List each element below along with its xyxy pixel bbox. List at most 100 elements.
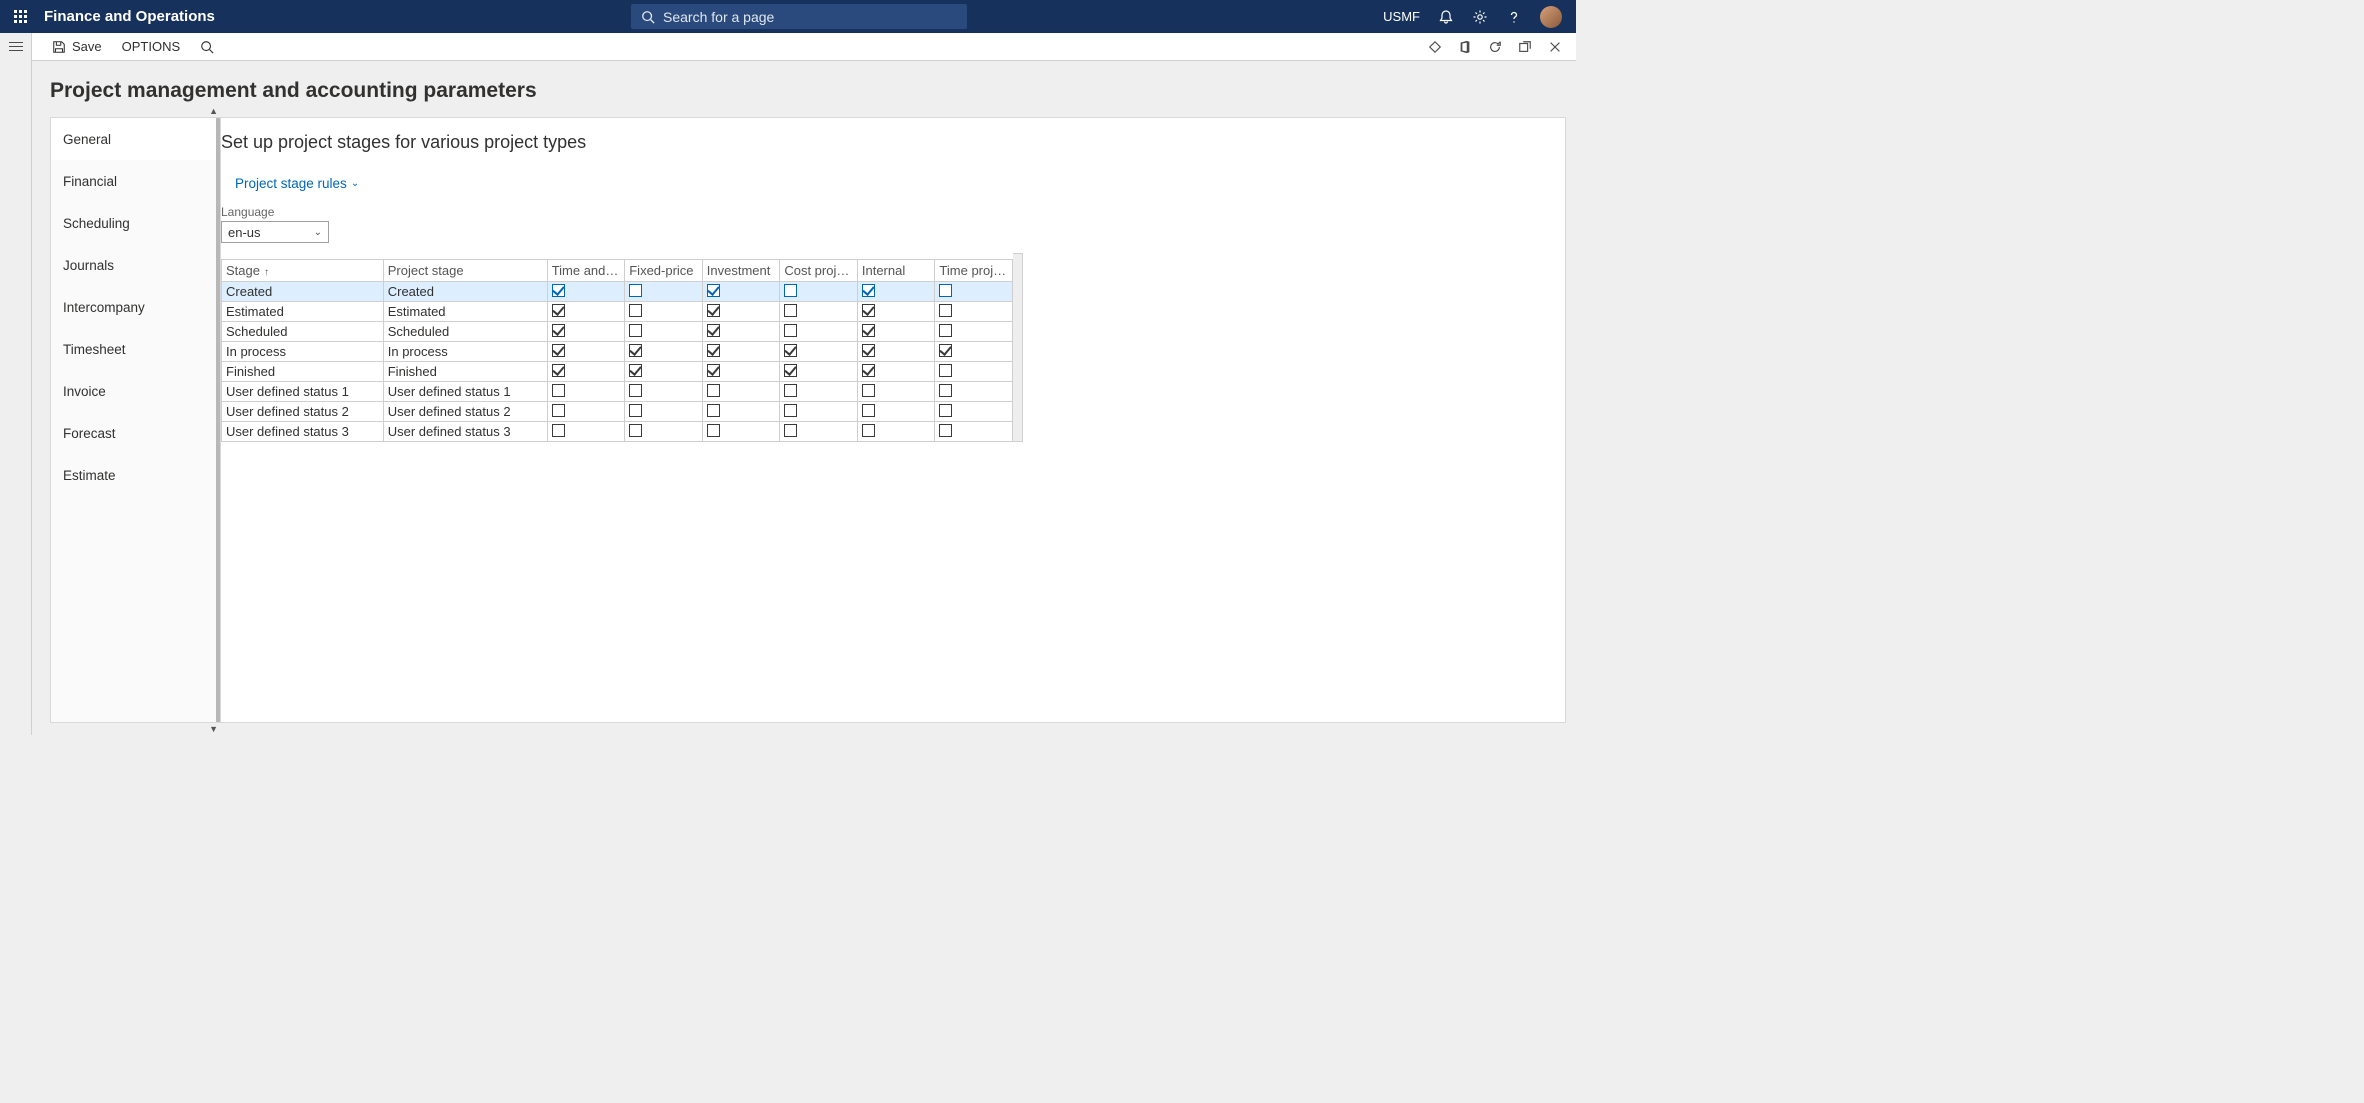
grid-header[interactable]: Investment (702, 260, 780, 282)
hamburger-icon[interactable] (9, 39, 23, 735)
checkbox[interactable] (629, 424, 642, 437)
stage-cell[interactable]: Created (222, 282, 384, 302)
checkbox-cell[interactable] (935, 322, 1013, 342)
gear-icon[interactable] (1472, 9, 1488, 25)
checkbox-cell[interactable] (935, 362, 1013, 382)
checkbox-cell[interactable] (857, 362, 935, 382)
checkbox[interactable] (862, 384, 875, 397)
checkbox-cell[interactable] (935, 302, 1013, 322)
checkbox-cell[interactable] (780, 302, 858, 322)
checkbox-cell[interactable] (625, 382, 703, 402)
global-search-input[interactable] (663, 9, 957, 25)
checkbox-cell[interactable] (702, 382, 780, 402)
checkbox-cell[interactable] (625, 362, 703, 382)
grid-header[interactable]: Project stage (383, 260, 547, 282)
checkbox-cell[interactable] (857, 382, 935, 402)
grid-header[interactable]: Fixed-price (625, 260, 703, 282)
checkbox[interactable] (862, 284, 875, 297)
grid-header[interactable]: Cost project (780, 260, 858, 282)
checkbox[interactable] (784, 364, 797, 377)
checkbox-cell[interactable] (935, 282, 1013, 302)
checkbox-cell[interactable] (702, 322, 780, 342)
checkbox-cell[interactable] (935, 422, 1013, 442)
table-row[interactable]: CreatedCreated (222, 282, 1013, 302)
checkbox[interactable] (707, 404, 720, 417)
sidenav-scroll-down[interactable]: ▼ (209, 724, 218, 734)
popout-icon[interactable] (1518, 40, 1532, 54)
checkbox[interactable] (939, 304, 952, 317)
legal-entity[interactable]: USMF (1383, 9, 1420, 24)
checkbox-cell[interactable] (702, 362, 780, 382)
checkbox[interactable] (629, 304, 642, 317)
checkbox[interactable] (629, 404, 642, 417)
options-button[interactable]: OPTIONS (112, 39, 191, 54)
checkbox[interactable] (862, 344, 875, 357)
find-button[interactable] (190, 40, 224, 54)
stage-cell[interactable]: Finished (222, 362, 384, 382)
checkbox-cell[interactable] (547, 402, 625, 422)
checkbox-cell[interactable] (625, 302, 703, 322)
checkbox[interactable] (707, 324, 720, 337)
checkbox-cell[interactable] (547, 282, 625, 302)
checkbox-cell[interactable] (780, 362, 858, 382)
stage-cell[interactable]: Estimated (222, 302, 384, 322)
checkbox-cell[interactable] (625, 402, 703, 422)
project-stage-cell[interactable]: User defined status 2 (383, 402, 547, 422)
checkbox[interactable] (707, 284, 720, 297)
project-stage-cell[interactable]: Scheduled (383, 322, 547, 342)
checkbox[interactable] (784, 284, 797, 297)
project-stage-cell[interactable]: In process (383, 342, 547, 362)
checkbox-cell[interactable] (857, 302, 935, 322)
checkbox-cell[interactable] (935, 342, 1013, 362)
checkbox[interactable] (552, 324, 565, 337)
checkbox[interactable] (939, 344, 952, 357)
checkbox-cell[interactable] (547, 322, 625, 342)
checkbox[interactable] (939, 424, 952, 437)
checkbox[interactable] (707, 304, 720, 317)
sidenav-item-general[interactable]: General (51, 118, 216, 160)
project-stage-cell[interactable]: User defined status 3 (383, 422, 547, 442)
grid-header[interactable]: Time and materi... (547, 260, 625, 282)
checkbox[interactable] (629, 324, 642, 337)
help-icon[interactable] (1506, 9, 1522, 25)
checkbox[interactable] (862, 424, 875, 437)
sidenav-item-forecast[interactable]: Forecast (51, 412, 216, 454)
checkbox[interactable] (707, 344, 720, 357)
checkbox-cell[interactable] (547, 382, 625, 402)
office-icon[interactable] (1458, 40, 1472, 54)
checkbox-cell[interactable] (857, 282, 935, 302)
project-stage-rules-link[interactable]: Project stage rules ⌄ (235, 176, 359, 191)
grid-header[interactable]: Time project (935, 260, 1013, 282)
checkbox-cell[interactable] (547, 422, 625, 442)
language-select[interactable]: en-us ⌄ (221, 221, 329, 243)
checkbox[interactable] (939, 384, 952, 397)
grid-header[interactable]: Internal (857, 260, 935, 282)
checkbox-cell[interactable] (935, 382, 1013, 402)
checkbox-cell[interactable] (857, 322, 935, 342)
checkbox-cell[interactable] (702, 402, 780, 422)
stage-cell[interactable]: User defined status 3 (222, 422, 384, 442)
checkbox[interactable] (784, 324, 797, 337)
sidenav-item-invoice[interactable]: Invoice (51, 370, 216, 412)
checkbox-cell[interactable] (702, 422, 780, 442)
save-button[interactable]: Save (42, 39, 112, 54)
table-row[interactable]: User defined status 3User defined status… (222, 422, 1013, 442)
checkbox[interactable] (784, 344, 797, 357)
checkbox[interactable] (784, 404, 797, 417)
checkbox[interactable] (862, 324, 875, 337)
sidenav-item-estimate[interactable]: Estimate (51, 454, 216, 496)
stage-cell[interactable]: Scheduled (222, 322, 384, 342)
checkbox[interactable] (784, 424, 797, 437)
checkbox-cell[interactable] (857, 342, 935, 362)
checkbox-cell[interactable] (935, 402, 1013, 422)
table-row[interactable]: In processIn process (222, 342, 1013, 362)
checkbox[interactable] (784, 384, 797, 397)
stage-cell[interactable]: User defined status 2 (222, 402, 384, 422)
bell-icon[interactable] (1438, 9, 1454, 25)
checkbox-cell[interactable] (547, 362, 625, 382)
app-launcher-icon[interactable] (8, 5, 32, 29)
checkbox[interactable] (552, 304, 565, 317)
checkbox[interactable] (862, 304, 875, 317)
checkbox-cell[interactable] (780, 322, 858, 342)
checkbox[interactable] (939, 324, 952, 337)
